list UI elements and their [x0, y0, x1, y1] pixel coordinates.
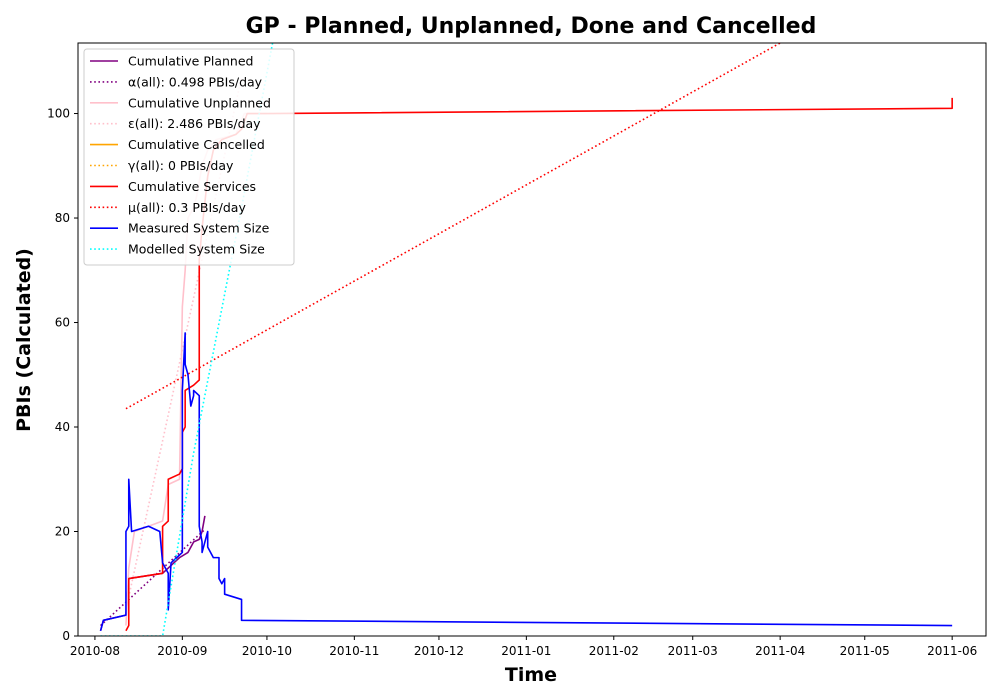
x-axis-label: Time [505, 664, 557, 686]
legend: Cumulative Planned α(all): 0.498 PBIs/day… [83, 48, 295, 266]
y-tick-label: 100 [47, 107, 70, 121]
x-tick-label: 2011-03 [668, 644, 718, 658]
x-tick-label: 2011-06 [927, 644, 977, 658]
y-tick-label: 60 [55, 316, 70, 330]
series-line-1 [100, 528, 206, 627]
series-line-0 [99, 515, 206, 631]
x-tick-label: 2011-04 [755, 644, 805, 658]
legend-entry: Measured System Size [128, 221, 270, 236]
x-tick-label: 2011-01 [501, 644, 551, 658]
x-tick-label: 2010-11 [329, 644, 379, 658]
plot-frame [77, 42, 987, 637]
x-tick-label: 2010-09 [157, 644, 207, 658]
series-line-7 [125, 43, 781, 410]
legend-entry: ε(all): 2.486 PBIs/day [128, 116, 261, 131]
series-line-8 [99, 332, 953, 631]
y-axis: 0 20 40 60 80 100 [47, 107, 78, 643]
x-axis: 2010-08 2010-09 2010-10 2010-11 2010-12 2011-… [70, 636, 977, 658]
y-tick-label: 20 [55, 525, 70, 539]
legend-box [83, 48, 295, 266]
x-tick-label: 2010-08 [70, 644, 120, 658]
legend-entry: Cumulative Planned [128, 54, 253, 69]
legend-entry: Cumulative Services [128, 179, 256, 194]
x-tick-label: 2010-10 [242, 644, 292, 658]
y-tick-label: 80 [55, 211, 70, 225]
chart-title: GP - Planned, Unplanned, Done and Cancel… [246, 14, 817, 39]
y-tick-label: 0 [62, 629, 70, 643]
x-tick-label: 2011-05 [840, 644, 890, 658]
legend-entry: Cumulative Unplanned [128, 95, 271, 110]
legend-entry: μ(all): 0.3 PBIs/day [128, 200, 246, 215]
y-tick-label: 40 [55, 420, 70, 434]
x-tick-label: 2011-02 [589, 644, 639, 658]
legend-entry: Cumulative Cancelled [128, 137, 265, 152]
legend-entry: γ(all): 0 PBIs/day [128, 158, 234, 173]
x-tick-label: 2010-12 [414, 644, 464, 658]
y-axis-label: PBIs (Calculated) [13, 248, 35, 432]
legend-entry: Modelled System Size [128, 242, 265, 257]
legend-entry: α(all): 0.498 PBIs/day [128, 74, 263, 89]
